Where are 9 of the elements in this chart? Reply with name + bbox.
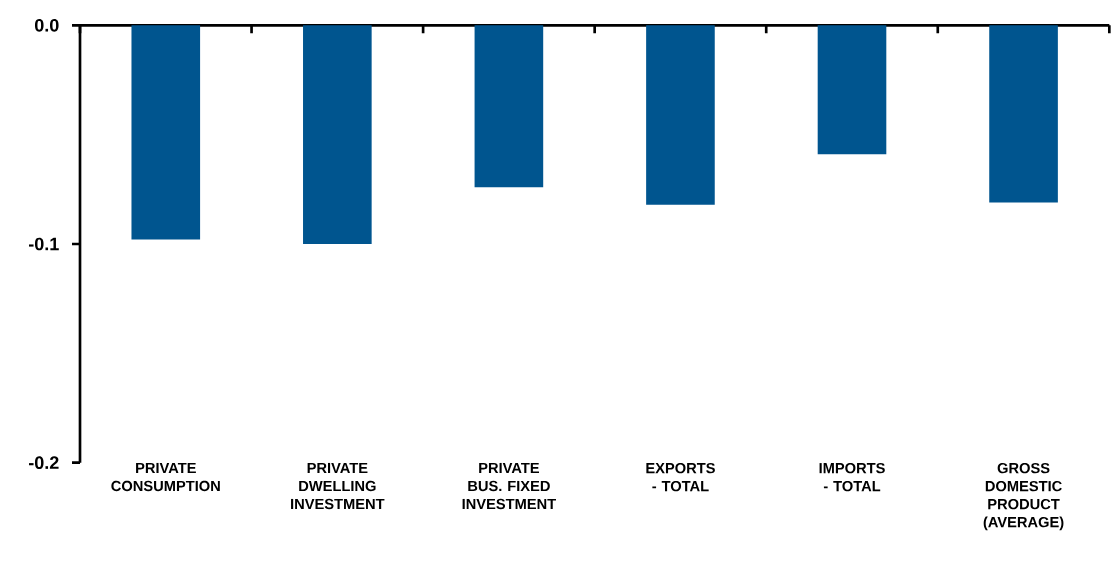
x-tick-label: GROSS DOMESTIC PRODUCT (AVERAGE) — [983, 462, 1064, 531]
x-tick-label: PRIVATE DWELLING INVESTMENT — [291, 462, 385, 510]
x-tick-label: PRIVATE BUS. FIXED INVESTMENT — [462, 462, 556, 510]
y-tick-label: -0.1 — [28, 237, 59, 251]
x-tick-label: EXPORTS - TOTAL — [646, 462, 715, 492]
y-tick-label: -0.2 — [28, 456, 59, 469]
x-tick-label: PRIVATE CONSUMPTION — [111, 462, 220, 492]
y-tick-label: 0.0 — [34, 18, 59, 32]
x-tick-label: IMPORTS - TOTAL — [819, 462, 885, 492]
